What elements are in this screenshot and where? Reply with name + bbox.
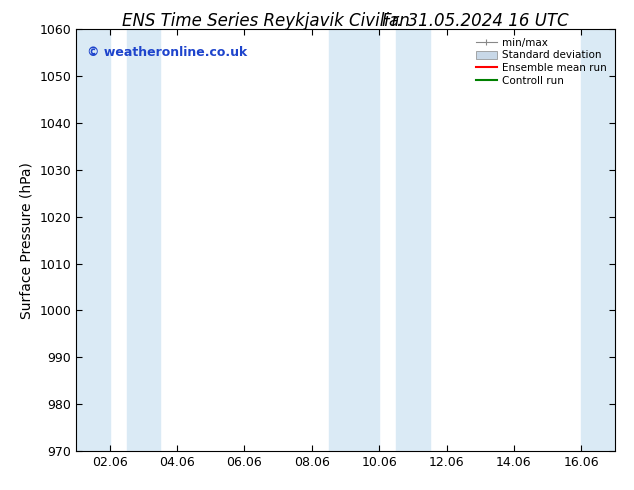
Text: © weatheronline.co.uk: © weatheronline.co.uk (87, 46, 247, 59)
Y-axis label: Surface Pressure (hPa): Surface Pressure (hPa) (20, 162, 34, 318)
Text: ENS Time Series Reykjavik Civilian: ENS Time Series Reykjavik Civilian (122, 12, 410, 30)
Bar (127, 29, 160, 451)
Text: Fr. 31.05.2024 16 UTC: Fr. 31.05.2024 16 UTC (382, 12, 569, 30)
Bar (328, 29, 379, 451)
Bar (396, 29, 430, 451)
Bar (76, 29, 110, 451)
Legend: min/max, Standard deviation, Ensemble mean run, Controll run: min/max, Standard deviation, Ensemble me… (473, 35, 610, 89)
Bar (581, 29, 615, 451)
